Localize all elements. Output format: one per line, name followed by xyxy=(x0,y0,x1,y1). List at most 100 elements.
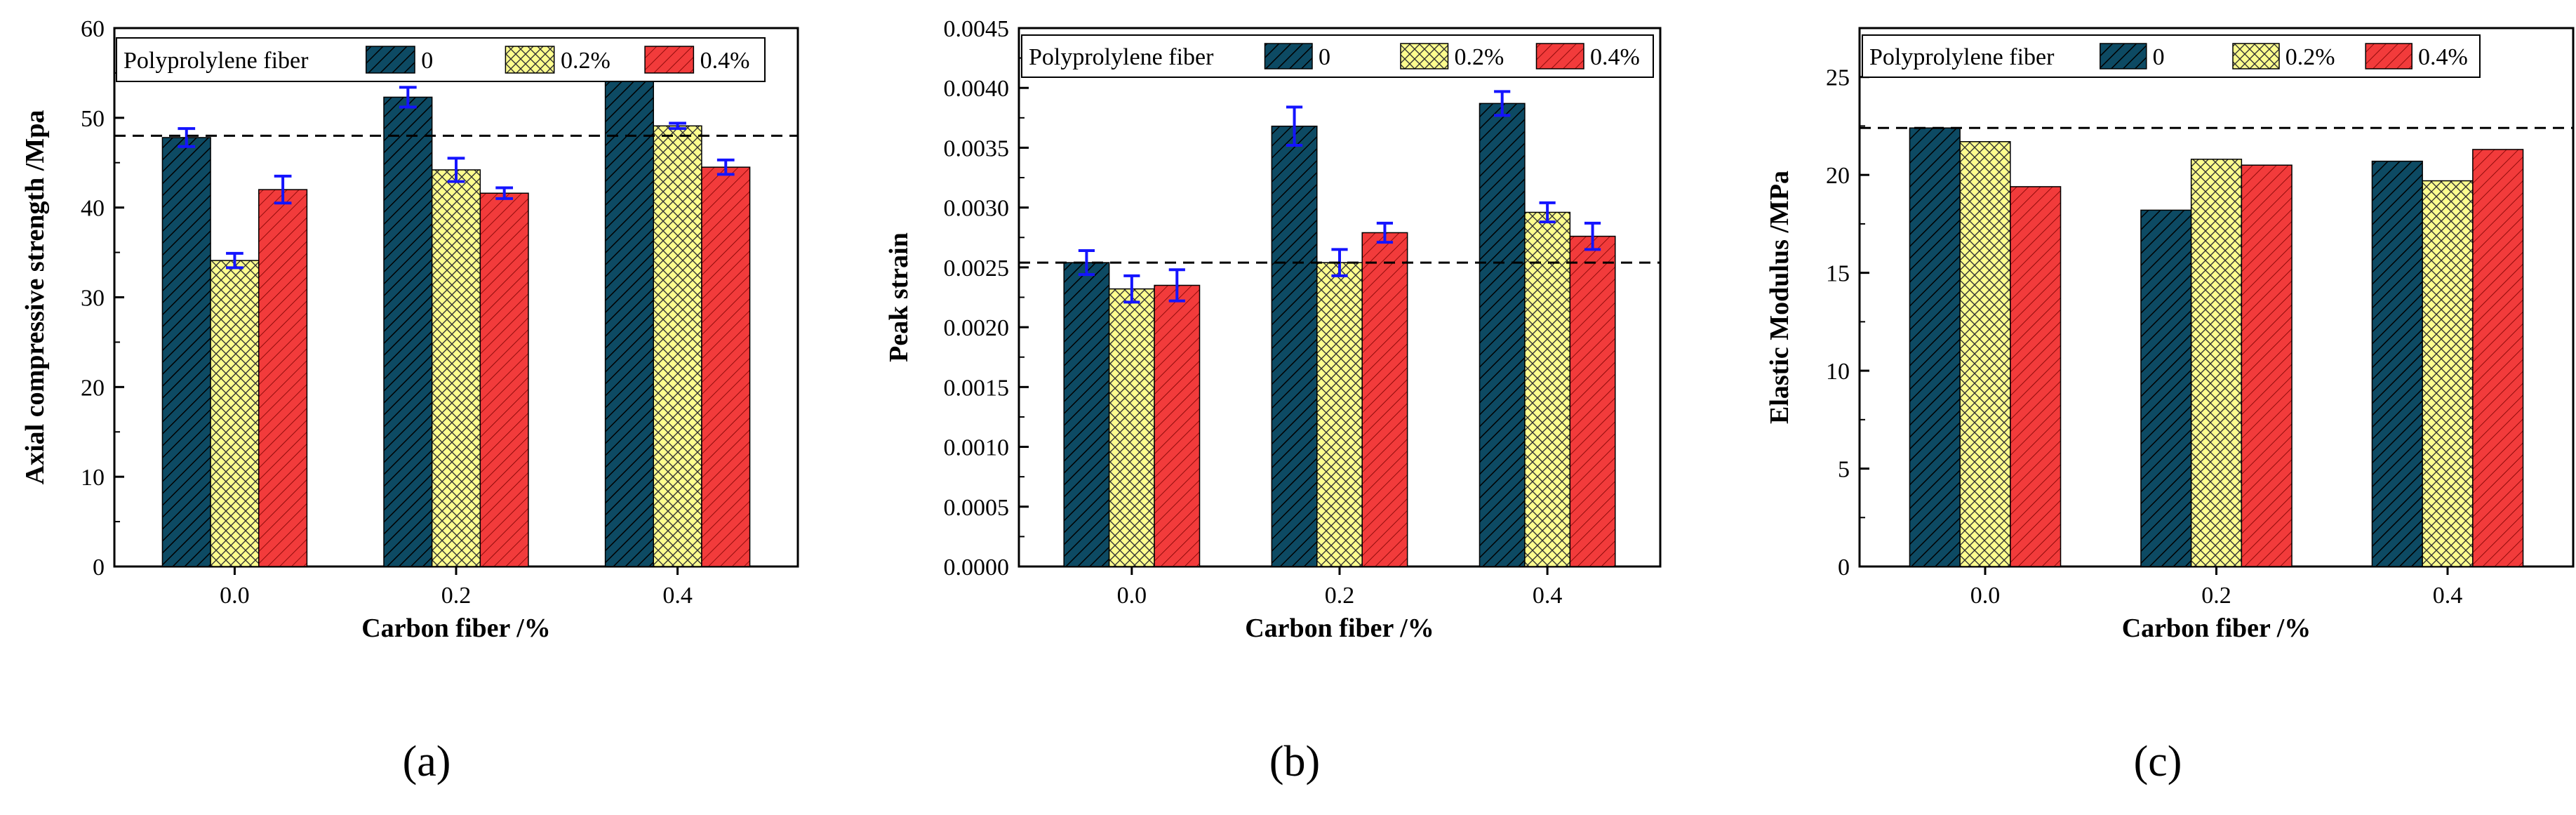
legend-entry-c-2: 0.4% xyxy=(2418,44,2468,70)
panel-label-b: (b) xyxy=(1269,738,1320,786)
y-tick-label-b: 0.0040 xyxy=(944,76,1010,102)
bar-c-s2-c0 xyxy=(2010,186,2062,567)
y-tick-label-a: 20 xyxy=(81,375,105,401)
y-axis-label-c: Elastic Modulus /MPa xyxy=(1765,171,1794,424)
legend-a: Polyprolylene fiber 0 0.2% 0.4% xyxy=(116,37,766,82)
legend-c: Polyprolylene fiber 0 0.2% 0.4% xyxy=(1862,34,2481,78)
y-tick-label-a: 40 xyxy=(81,196,105,222)
y-tick-label-c: 10 xyxy=(1826,359,1850,385)
x-tick-label-a: 0.2 xyxy=(441,583,472,609)
bar-a-s0-c2 xyxy=(604,62,654,567)
x-axis-label-a: Carbon fiber /% xyxy=(361,614,551,643)
y-tick-label-b: 0.0030 xyxy=(944,196,1010,222)
y-tick-label-b: 0.0025 xyxy=(944,256,1010,281)
error-bar-a-s1-c2 xyxy=(669,121,686,131)
bar-a-s0-c0 xyxy=(161,137,211,567)
y-axis-label-b: Peak strain xyxy=(884,232,914,362)
y-tick-label-c: 5 xyxy=(1838,457,1850,483)
bar-c-s0-c1 xyxy=(2140,209,2192,567)
error-bar-b-s2-c1 xyxy=(1376,221,1394,244)
y-tick-label-b: 0.0015 xyxy=(944,375,1010,401)
legend-title-c: Polyprolylene fiber xyxy=(1869,44,2055,70)
bar-a-s1-c0 xyxy=(210,260,260,567)
y-tick-label-b: 0.0045 xyxy=(944,16,1010,42)
y-tick-label-b: 0.0000 xyxy=(944,555,1010,581)
error-bar-a-s1-c1 xyxy=(447,157,465,183)
bar-c-s0-c2 xyxy=(2371,160,2423,567)
y-tick-label-b: 0.0020 xyxy=(944,315,1010,341)
x-tick-label-b: 0.2 xyxy=(1325,583,1355,609)
error-bar-a-s2-c0 xyxy=(274,174,292,205)
x-tick-label-b: 0.0 xyxy=(1117,583,1147,609)
legend-swatch-c-0 xyxy=(2100,43,2147,69)
legend-swatch-b-2 xyxy=(1535,43,1584,69)
legend-swatch-a-2 xyxy=(644,46,695,74)
panel-label-c: (c) xyxy=(2134,738,2182,786)
bar-b-s0-c0 xyxy=(1063,262,1110,567)
error-bar-b-s2-c0 xyxy=(1168,268,1185,303)
legend-entry-a-1: 0.2% xyxy=(561,48,610,74)
bar-b-s1-c2 xyxy=(1524,211,1571,567)
error-bar-a-s2-c2 xyxy=(716,158,735,176)
error-bar-b-s1-c0 xyxy=(1123,274,1140,304)
legend-entry-b-2: 0.4% xyxy=(1590,44,1640,70)
legend-swatch-a-0 xyxy=(365,46,415,74)
y-tick-label-a: 0 xyxy=(93,555,105,581)
bar-b-s0-c1 xyxy=(1271,126,1318,567)
bar-c-s0-c0 xyxy=(1909,127,1961,567)
x-tick-label-c: 0.0 xyxy=(1970,583,2001,609)
bar-c-s1-c0 xyxy=(1959,141,2011,567)
bar-c-s2-c2 xyxy=(2472,149,2524,567)
error-bar-b-s0-c1 xyxy=(1286,105,1303,147)
bar-a-s1-c1 xyxy=(431,169,481,567)
y-tick-label-c: 15 xyxy=(1826,261,1850,287)
x-tick-label-b: 0.4 xyxy=(1533,583,1563,609)
bar-a-s1-c2 xyxy=(653,125,702,567)
error-bar-b-s0-c2 xyxy=(1494,90,1511,117)
x-axis-label-b: Carbon fiber /% xyxy=(1245,614,1434,643)
y-tick-label-a: 10 xyxy=(81,465,105,491)
legend-swatch-c-2 xyxy=(2365,43,2413,69)
bar-b-s0-c2 xyxy=(1479,102,1526,567)
legend-entry-a-2: 0.4% xyxy=(700,48,750,74)
x-tick-label-c: 0.4 xyxy=(2433,583,2463,609)
bar-c-s1-c2 xyxy=(2422,180,2474,567)
legend-swatch-c-1 xyxy=(2232,43,2280,69)
legend-b: Polyprolylene fiber 0 0.2% 0.4% xyxy=(1021,34,1654,78)
legend-entry-c-1: 0.2% xyxy=(2285,44,2335,70)
bar-c-s2-c1 xyxy=(2241,164,2293,567)
y-tick-label-b: 0.0005 xyxy=(944,495,1010,521)
legend-entry-c-0: 0 xyxy=(2153,44,2165,70)
y-tick-label-c: 0 xyxy=(1838,555,1850,581)
error-bar-a-s1-c0 xyxy=(226,251,243,270)
y-tick-label-a: 60 xyxy=(81,16,105,42)
x-tick-label-a: 0.0 xyxy=(220,583,250,609)
bar-b-s2-c0 xyxy=(1154,284,1201,567)
y-tick-label-b: 0.0035 xyxy=(944,135,1010,161)
error-bar-a-s0-c1 xyxy=(399,86,417,109)
legend-title-a: Polyprolylene fiber xyxy=(124,48,309,74)
bar-b-s1-c1 xyxy=(1316,262,1363,567)
panel-label-a: (a) xyxy=(403,738,451,786)
x-axis-label-c: Carbon fiber /% xyxy=(2122,614,2311,643)
legend-swatch-b-0 xyxy=(1264,43,1313,69)
legend-swatch-a-1 xyxy=(505,46,555,74)
error-bar-b-s2-c2 xyxy=(1584,221,1601,251)
chart-a: 0 10 20 30 40 50 60 0.0 0.2 0.4 Carbon fiber /% Axi… xyxy=(20,16,799,643)
bar-b-s2-c2 xyxy=(1569,235,1616,567)
legend-entry-a-0: 0 xyxy=(421,48,433,74)
legend-title-b: Polyprolylene fiber xyxy=(1029,44,1214,70)
bar-c-s1-c1 xyxy=(2190,159,2243,567)
bar-b-s1-c0 xyxy=(1108,288,1155,567)
y-tick-label-c: 25 xyxy=(1826,65,1850,91)
legend-swatch-b-1 xyxy=(1400,43,1449,69)
legend-entry-b-0: 0 xyxy=(1319,44,1330,70)
error-bar-b-s0-c0 xyxy=(1078,249,1095,277)
bar-a-s0-c1 xyxy=(383,96,433,567)
y-axis-label-a: Axial compressive strength /Mpa xyxy=(20,110,50,485)
chart-c: 0 5 10 15 20 25 0.0 0.2 0.4 Carbon fiber /% Elasti… xyxy=(1765,27,2575,643)
error-bar-a-s0-c0 xyxy=(178,127,196,148)
chart-b: 0.00000.00050.00100.00150.00200.00250.00… xyxy=(884,16,1662,643)
bar-a-s2-c2 xyxy=(701,166,751,567)
